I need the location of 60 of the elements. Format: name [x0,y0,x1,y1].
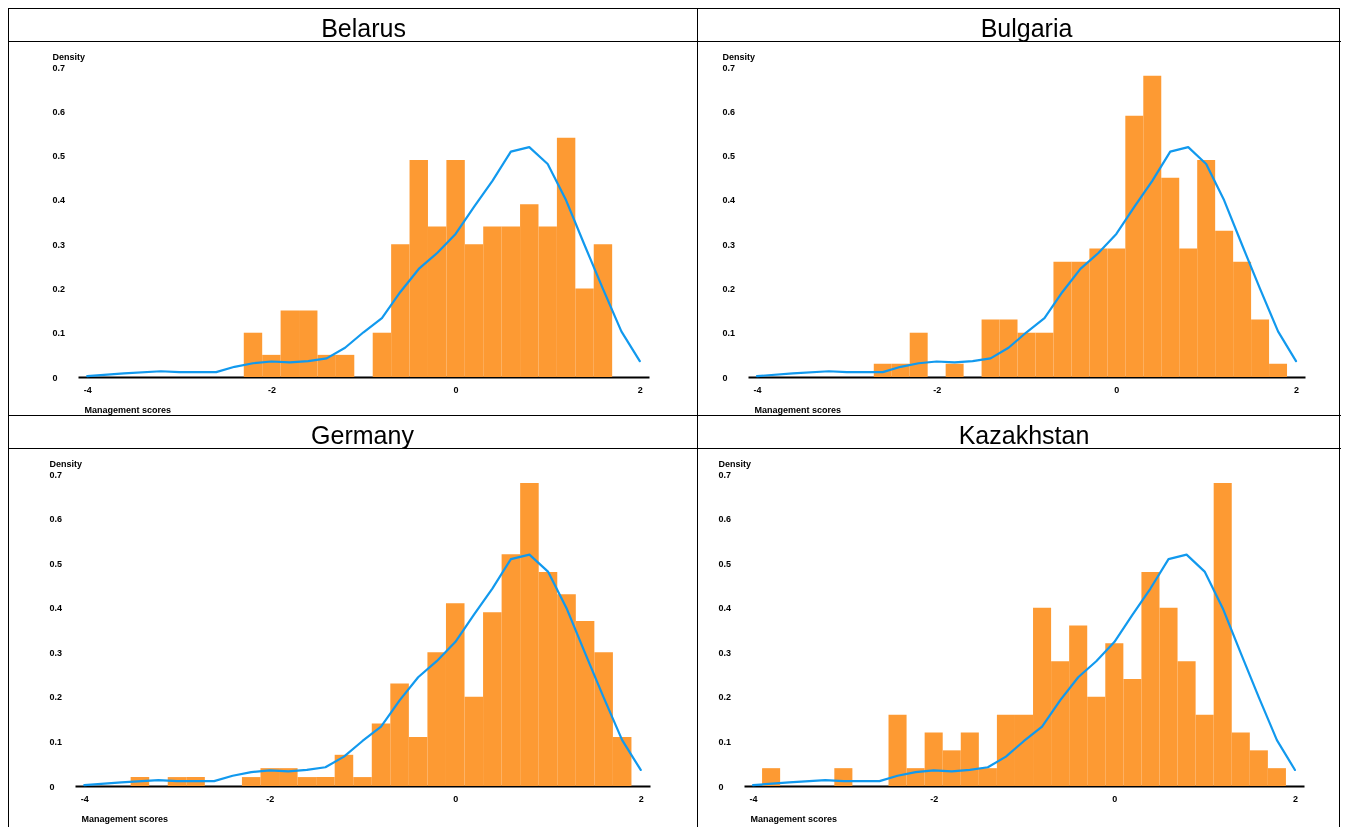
y-tick-label: 0 [52,372,58,383]
y-tick-label: 0.1 [718,736,732,747]
x-tick-label: 0 [453,384,459,395]
y-tick-label: 0.4 [49,603,63,614]
y-tick-label: 0.7 [49,469,63,480]
y-axis-title: Density [52,51,86,62]
x-axis-title: Management scores [84,404,172,415]
y-tick-label: 0.4 [722,195,736,206]
x-tick-label: 2 [637,384,643,395]
y-tick-label: 0.3 [49,647,63,658]
y-tick-label: 0.4 [52,195,66,206]
x-tick-label: -4 [80,793,89,804]
y-tick-label: 0.5 [722,151,736,162]
x-tick-label: 0 [453,793,459,804]
chart-title: Germany [311,421,415,449]
y-tick-label: 0.3 [52,239,66,250]
x-tick-label: -2 [267,384,276,395]
x-axis-title: Management scores [754,404,842,415]
x-tick-label: -2 [933,384,942,395]
y-axis-title: Density [722,51,756,62]
x-tick-label: -2 [266,793,275,804]
y-tick-label: 0.5 [718,558,732,569]
y-tick-label: 0.6 [52,106,66,117]
y-tick-label: 0.6 [718,514,732,525]
y-tick-label: 0.3 [722,239,736,250]
y-tick-label: 0.1 [52,328,66,339]
chart-title: Kazakhstan [958,421,1090,449]
y-tick-label: 0.6 [722,106,736,117]
x-axis-title: Management scores [750,813,838,824]
y-tick-label: 0.7 [718,469,732,480]
y-tick-label: 0.7 [52,62,66,73]
x-tick-label: -4 [83,384,92,395]
y-axis-title: Density [718,458,752,469]
y-tick-label: 0.3 [718,647,732,658]
x-tick-label: 2 [638,793,644,804]
y-tick-label: 0.1 [722,328,736,339]
y-tick-label: 0 [722,372,728,383]
y-tick-label: 0.2 [49,692,63,703]
y-tick-label: 0.4 [718,603,732,614]
x-tick-label: -2 [930,793,939,804]
chart-title: Bulgaria [980,14,1073,42]
x-tick-label: 2 [1294,384,1300,395]
y-tick-label: 0.2 [722,283,736,294]
y-tick-label: 0.1 [49,736,63,747]
chart-title: Belarus [321,14,406,42]
x-tick-label: -4 [753,384,762,395]
y-tick-label: 0.2 [52,283,66,294]
y-tick-label: 0 [718,781,724,792]
x-tick-label: 2 [1292,793,1298,804]
y-tick-label: 0.5 [49,558,63,569]
y-tick-label: 0 [49,781,55,792]
y-tick-label: 0.6 [49,514,63,525]
x-tick-label: -4 [749,793,758,804]
y-tick-label: 0.7 [722,62,736,73]
x-axis-title: Management scores [81,813,169,824]
y-axis-title: Density [49,458,83,469]
y-tick-label: 0.5 [52,151,66,162]
x-tick-label: 0 [1114,384,1120,395]
y-tick-label: 0.2 [718,692,732,703]
x-tick-label: 0 [1112,793,1118,804]
